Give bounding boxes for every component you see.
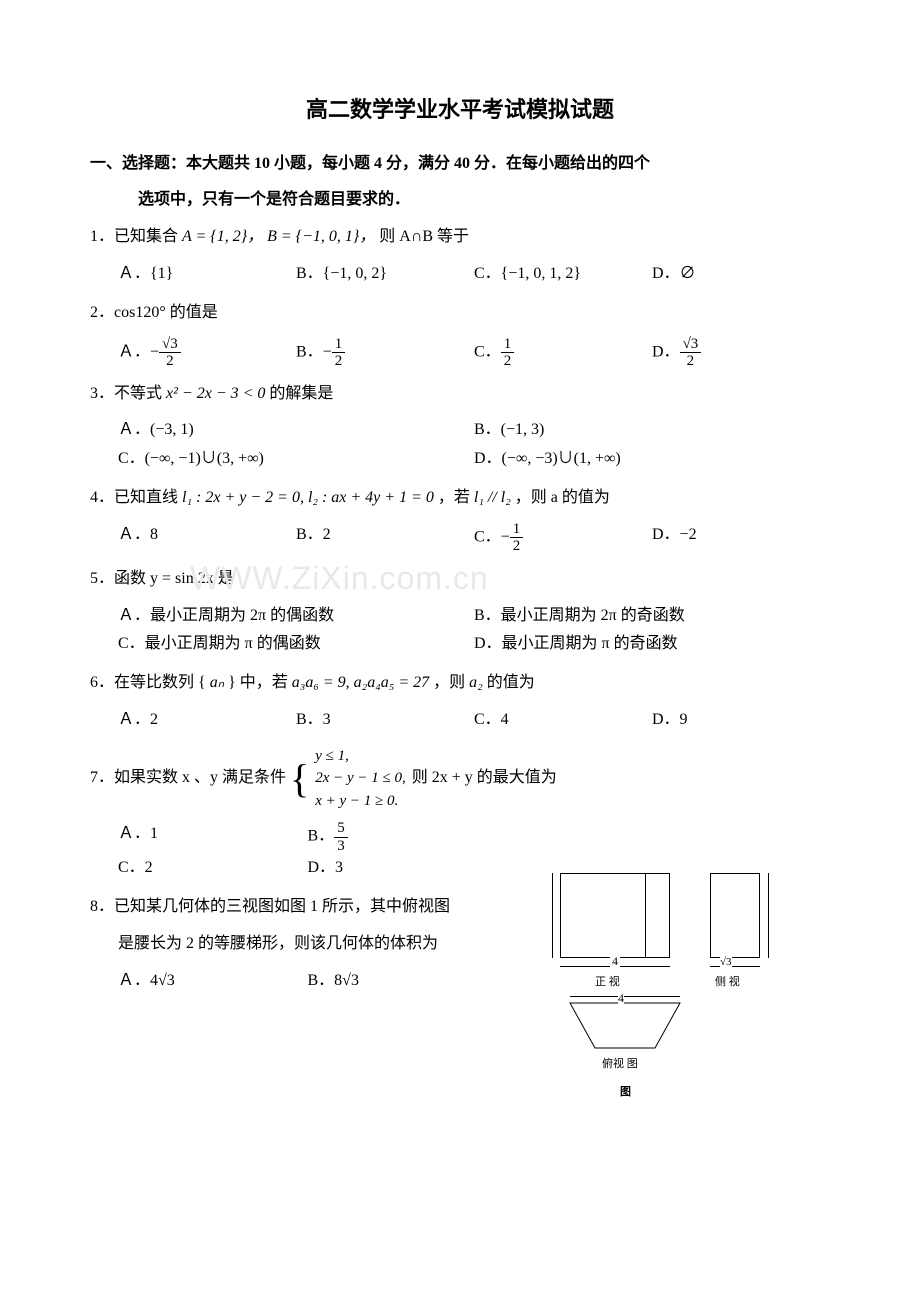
q7-options-row2: C．2 D．3	[90, 854, 497, 883]
question-1: 1．已知集合 A = {1, 2}， B = {−1, 0, 1}， 则 A∩B…	[90, 223, 830, 289]
q3-pre: 3．不等式	[90, 385, 166, 402]
q2-options: Ａ．−√32 B．−12 C．12 D．√32	[90, 336, 830, 370]
q5-text: 5．函数 y = sin 2x 是	[90, 565, 830, 594]
q6-math2: a₃a₆ = 9, a₂a₄a₅ = 27	[292, 674, 429, 691]
q1-math: A = {1, 2}， B = {−1, 0, 1}，	[182, 228, 375, 245]
section-header-line1: 一、选择题：本大题共 10 小题，每小题 4 分，满分 40 分．在每小题给出的…	[90, 150, 830, 179]
q4-optB: B．2	[296, 521, 474, 555]
q6-math1: aₙ	[210, 674, 224, 691]
three-view-diagram: 4 正 视 √3 侧 视 4 俯视 图 图	[560, 873, 840, 1113]
dim-4-top: 4	[618, 988, 624, 1010]
q1-optA: Ａ．{1}	[118, 260, 296, 289]
q2-optD: D．√32	[652, 336, 830, 370]
top-view-trapezoid	[560, 998, 690, 1058]
q3-post: 的解集是	[269, 385, 333, 402]
q8-options: Ａ．4√3 B．8√3	[90, 967, 497, 996]
question-8: 4 正 视 √3 侧 视 4 俯视 图 图 8．已知某几何体的三视图如图 1 所…	[90, 893, 830, 995]
q6-optC: C．4	[474, 706, 652, 735]
q5-options-row1: Ａ．最小正周期为 2π 的偶函数 B．最小正周期为 2π 的奇函数	[90, 602, 830, 631]
q8-optB: B．8√3	[308, 967, 498, 996]
question-7: 7．如果实数 x 、y 满足条件 { y ≤ 1, 2x − y − 1 ≤ 0…	[90, 745, 830, 883]
q3-options-row2: C．(−∞, −1)∪(3, +∞) D．(−∞, −3)∪(1, +∞)	[90, 445, 830, 474]
dim-4-front: 4	[610, 951, 620, 973]
side-view-rect	[710, 873, 760, 958]
q7-post: 则 2x + y 的最大值为	[412, 764, 557, 793]
q5-options-row2: C．最小正周期为 π 的偶函数 D．最小正周期为 π 的奇函数	[90, 630, 830, 659]
q6-optB: B．3	[296, 706, 474, 735]
question-6: 6．在等比数列 { aₙ } 中，若 a₃a₆ = 9, a₂a₄a₅ = 27…	[90, 669, 830, 735]
q7-optA: Ａ．1	[118, 820, 308, 854]
q4-options: Ａ．8 B．2 C．−12 D．−2	[90, 521, 830, 555]
label-front: 正 视	[595, 973, 620, 993]
q6-mid2: ，则	[433, 674, 469, 691]
q4-mid: ，若	[438, 489, 474, 506]
question-4: 4．已知直线 l₁ : 2x + y − 2 = 0, l₂ : ax + 4y…	[90, 484, 830, 555]
q6-post: 的值为	[487, 674, 535, 691]
q4-optC: C．−12	[474, 521, 652, 555]
label-figure: 图	[620, 1083, 631, 1103]
q7-cond3: x + y − 1 ≥ 0.	[315, 790, 406, 813]
front-view-rect	[560, 873, 670, 958]
q2-optC: C．12	[474, 336, 652, 370]
q6-mid1: } 中，若	[228, 674, 292, 691]
q6-options: Ａ．2 B．3 C．4 D．9	[90, 706, 830, 735]
q5-optD: D．最小正周期为 π 的奇函数	[474, 630, 830, 659]
label-side: 侧 视	[715, 973, 740, 993]
q4-math2: l₁ // l₂	[474, 489, 511, 506]
q5-optB: B．最小正周期为 2π 的奇函数	[474, 602, 830, 631]
q3-optA: Ａ．(−3, 1)	[118, 416, 474, 445]
label-top: 俯视 图	[602, 1055, 638, 1075]
section-header-line2: 选项中，只有一个是符合题目要求的．	[90, 186, 830, 215]
q2-optA: Ａ．−√32	[118, 336, 296, 370]
q7-optD: D．3	[308, 854, 498, 883]
q6-math3: a₂	[469, 674, 483, 691]
page-title: 高二数学学业水平考试模拟试题	[90, 90, 830, 130]
q1-optB: B．{−1, 0, 2}	[296, 260, 474, 289]
q1-options: Ａ．{1} B．{−1, 0, 2} C．{−1, 0, 1, 2} D．∅	[90, 260, 830, 289]
q3-math: x² − 2x − 3 < 0	[166, 385, 265, 402]
q6-optA: Ａ．2	[118, 706, 296, 735]
question-2: 2．cos120° 的值是 Ａ．−√32 B．−12 C．12 D．√32	[90, 299, 830, 370]
dim-sqrt3: √3	[720, 953, 732, 973]
question-3: 3．不等式 x² − 2x − 3 < 0 的解集是 Ａ．(−3, 1) B．(…	[90, 380, 830, 474]
q7-cond2: 2x − y − 1 ≤ 0,	[315, 767, 406, 790]
q4-optA: Ａ．8	[118, 521, 296, 555]
q5-optC: C．最小正周期为 π 的偶函数	[118, 630, 474, 659]
q4-optD: D．−2	[652, 521, 830, 555]
q7-optB: B．53	[308, 820, 498, 854]
q2-optB: B．−12	[296, 336, 474, 370]
q4-math1: l₁ : 2x + y − 2 = 0, l₂ : ax + 4y + 1 = …	[182, 489, 434, 506]
q1-post: 则 A∩B 等于	[379, 228, 469, 245]
q5-optA: Ａ．最小正周期为 2π 的偶函数	[118, 602, 474, 631]
q6-optD: D．9	[652, 706, 830, 735]
q7-pre: 7．如果实数 x 、y 满足条件	[90, 764, 286, 793]
q2-text: 2．cos120° 的值是	[90, 299, 830, 328]
q7-cond1: y ≤ 1,	[315, 745, 406, 768]
q7-optC: C．2	[118, 854, 308, 883]
q1-optD: D．∅	[652, 260, 830, 289]
q1-pre: 1．已知集合	[90, 228, 182, 245]
q1-optC: C．{−1, 0, 1, 2}	[474, 260, 652, 289]
question-5: WWW.ZiXin.com.cn 5．函数 y = sin 2x 是 Ａ．最小正…	[90, 565, 830, 659]
q8-optA: Ａ．4√3	[118, 967, 308, 996]
q3-options-row1: Ａ．(−3, 1) B．(−1, 3)	[90, 416, 830, 445]
q4-pre: 4．已知直线	[90, 489, 182, 506]
q3-optB: B．(−1, 3)	[474, 416, 830, 445]
q3-optC: C．(−∞, −1)∪(3, +∞)	[118, 445, 474, 474]
q6-pre: 6．在等比数列 {	[90, 674, 206, 691]
q3-optD: D．(−∞, −3)∪(1, +∞)	[474, 445, 830, 474]
q4-post: ，则 a 的值为	[515, 489, 610, 506]
q7-options-row1: Ａ．1 B．53	[90, 820, 497, 854]
